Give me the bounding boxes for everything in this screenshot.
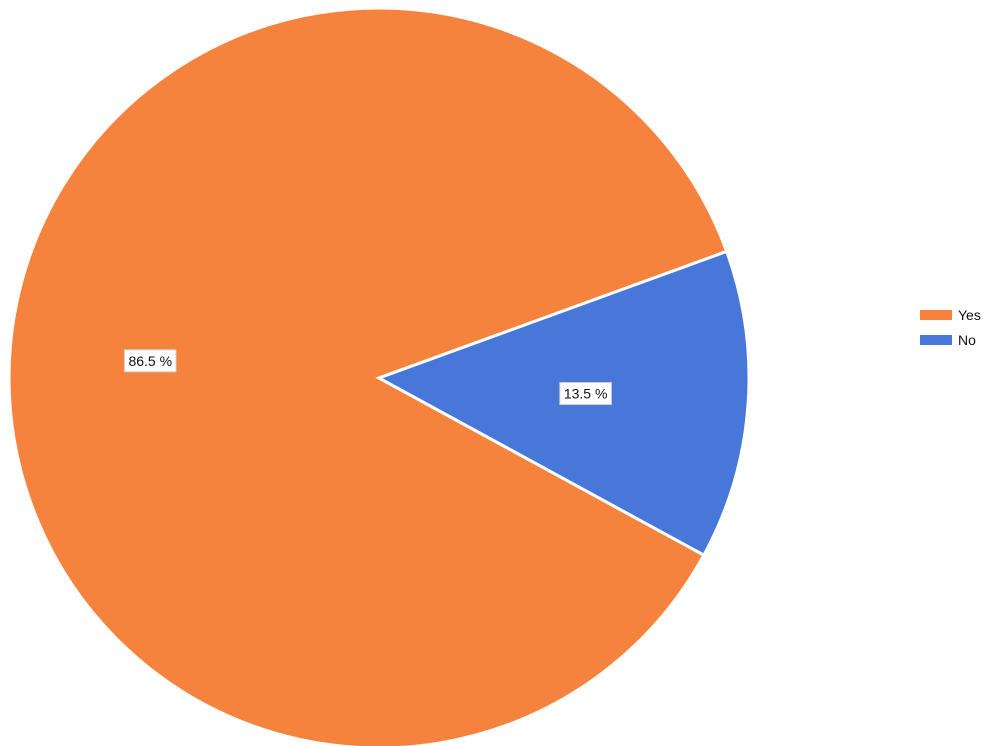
legend-item-no: No (920, 330, 981, 350)
pie-slices (7, 6, 751, 746)
data-label-box-no (559, 382, 612, 406)
legend-swatch-yes (920, 310, 952, 320)
pie-slice-yes (7, 6, 729, 746)
pie-data-labels: 86.5 % 13.5 % (123, 349, 612, 406)
legend-item-yes: Yes (920, 305, 981, 325)
legend-swatch-no (920, 335, 952, 345)
data-label-yes: 86.5 % (123, 349, 177, 373)
chart-legend: Yes No (920, 305, 981, 350)
data-label-text-yes: 86.5 % (128, 353, 172, 369)
legend-label-yes: Yes (958, 307, 981, 323)
data-label-text-no: 13.5 % (564, 386, 608, 402)
data-label-no: 13.5 % (559, 382, 612, 406)
legend-label-no: No (958, 332, 976, 348)
data-label-box-yes (123, 349, 177, 373)
